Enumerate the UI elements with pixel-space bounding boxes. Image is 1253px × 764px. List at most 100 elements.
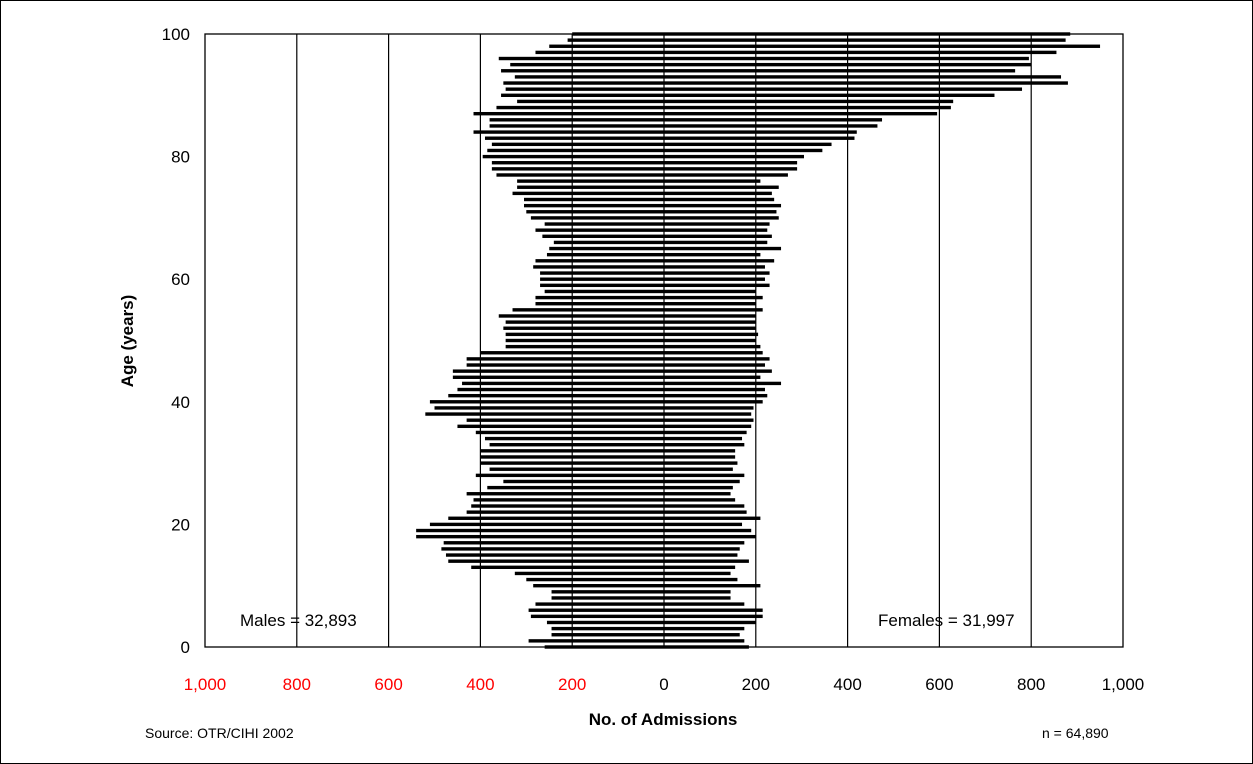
female-bar-age-62 (664, 265, 765, 269)
female-bar-age-30 (664, 461, 738, 465)
female-bar-age-21 (664, 516, 761, 520)
male-bar-age-13 (471, 565, 664, 570)
female-bar-age-59 (664, 283, 770, 288)
female-bar-age-24 (664, 498, 736, 502)
female-bar-age-93 (664, 75, 1062, 79)
male-bar-age-53 (505, 320, 664, 324)
female-bar-age-37 (664, 418, 754, 422)
female-bar-age-51 (664, 332, 759, 337)
female-bar-age-53 (664, 320, 756, 324)
female-bar-age-49 (664, 344, 761, 349)
x-tick-label-right: 400 (833, 675, 861, 694)
female-bar-age-70 (664, 216, 779, 220)
female-bar-age-23 (664, 504, 745, 508)
female-bar-age-83 (664, 136, 855, 140)
male-bar-age-98 (549, 44, 664, 48)
male-bar-age-51 (505, 332, 664, 337)
male-bar-age-75 (517, 185, 664, 189)
male-bar-age-38 (425, 412, 664, 416)
male-bar-age-4 (546, 620, 664, 625)
male-bar-age-93 (514, 75, 664, 79)
male-bar-age-31 (480, 455, 664, 459)
male-bar-age-78 (491, 167, 664, 171)
male-bar-age-10 (533, 584, 664, 588)
male-bar-age-14 (448, 559, 664, 563)
male-bar-age-48 (480, 351, 664, 355)
x-tick-label-right: 600 (925, 675, 953, 694)
female-bar-age-86 (664, 118, 883, 122)
female-bar-age-17 (664, 541, 745, 545)
female-bar-age-85 (664, 124, 878, 128)
female-bar-age-47 (664, 357, 770, 361)
female-bar-age-46 (664, 363, 765, 367)
y-tick-label: 20 (171, 515, 190, 534)
female-bar-age-75 (664, 185, 779, 189)
female-bar-age-63 (664, 259, 775, 263)
female-bar-age-35 (664, 430, 747, 435)
female-bar-age-96 (664, 56, 1029, 61)
female-bar-age-94 (664, 69, 1016, 73)
male-bar-age-55 (512, 308, 664, 312)
male-bar-age-91 (505, 87, 664, 91)
female-bar-age-28 (664, 473, 745, 478)
male-bar-age-88 (496, 105, 664, 110)
male-bar-age-58 (544, 289, 664, 294)
female-bar-age-9 (664, 590, 731, 594)
female-bar-age-92 (664, 81, 1068, 85)
female-bar-age-50 (664, 338, 756, 343)
female-bar-age-97 (664, 50, 1057, 55)
y-tick-label: 0 (181, 638, 190, 657)
male-bar-age-23 (471, 504, 664, 508)
female-bar-age-6 (664, 608, 763, 612)
male-bar-age-77 (496, 173, 664, 177)
male-bar-age-87 (473, 111, 664, 116)
male-bar-age-37 (466, 418, 664, 422)
female-bar-age-27 (664, 479, 740, 484)
x-tick-label-right: 0 (659, 675, 668, 694)
female-bar-age-73 (664, 197, 775, 202)
male-bar-age-64 (546, 252, 664, 257)
male-bar-age-7 (535, 602, 664, 606)
female-bar-age-56 (664, 302, 756, 306)
male-bar-age-80 (482, 154, 664, 159)
male-bar-age-5 (530, 614, 664, 619)
female-bar-age-43 (664, 381, 782, 386)
male-bar-age-76 (517, 179, 664, 183)
male-bar-age-86 (489, 118, 664, 122)
male-bar-age-52 (503, 326, 664, 330)
male-bar-age-6 (528, 608, 664, 612)
female-bar-age-22 (664, 510, 747, 514)
female-bar-age-72 (664, 203, 782, 208)
female-bar-age-15 (664, 553, 738, 557)
female-bar-age-5 (664, 614, 763, 619)
female-bar-age-7 (664, 602, 745, 606)
male-bar-age-15 (445, 553, 664, 557)
female-bar-age-78 (664, 167, 798, 171)
male-bar-age-35 (475, 430, 664, 435)
x-tick-label-left: 800 (283, 675, 311, 694)
male-bar-age-68 (535, 228, 664, 232)
y-tick-labels: 0 20 40 60 80 100 (162, 25, 190, 657)
male-bar-age-21 (448, 516, 664, 520)
male-bar-age-36 (457, 424, 664, 429)
plot-area-border (204, 33, 1124, 648)
male-bar-age-59 (540, 283, 664, 288)
x-tick-label-left: 600 (374, 675, 402, 694)
female-bar-age-55 (664, 308, 763, 312)
x-tick-label-left: 1,000 (184, 675, 227, 694)
female-bar-age-69 (664, 222, 770, 226)
male-bar-age-54 (498, 314, 664, 318)
source-note: Source: OTR/CIHI 2002 (145, 725, 294, 741)
female-bar-age-45 (664, 369, 772, 373)
female-bar-age-39 (664, 406, 754, 410)
male-bar-age-19 (416, 528, 664, 533)
male-bar-age-43 (462, 381, 664, 386)
y-tick-label: 100 (162, 25, 190, 44)
male-bar-age-61 (540, 271, 664, 275)
male-bar-age-27 (503, 479, 664, 484)
female-bar-age-3 (664, 626, 745, 631)
female-bar-age-60 (664, 277, 765, 281)
male-bar-age-83 (484, 136, 664, 140)
male-bar-age-67 (542, 234, 664, 238)
